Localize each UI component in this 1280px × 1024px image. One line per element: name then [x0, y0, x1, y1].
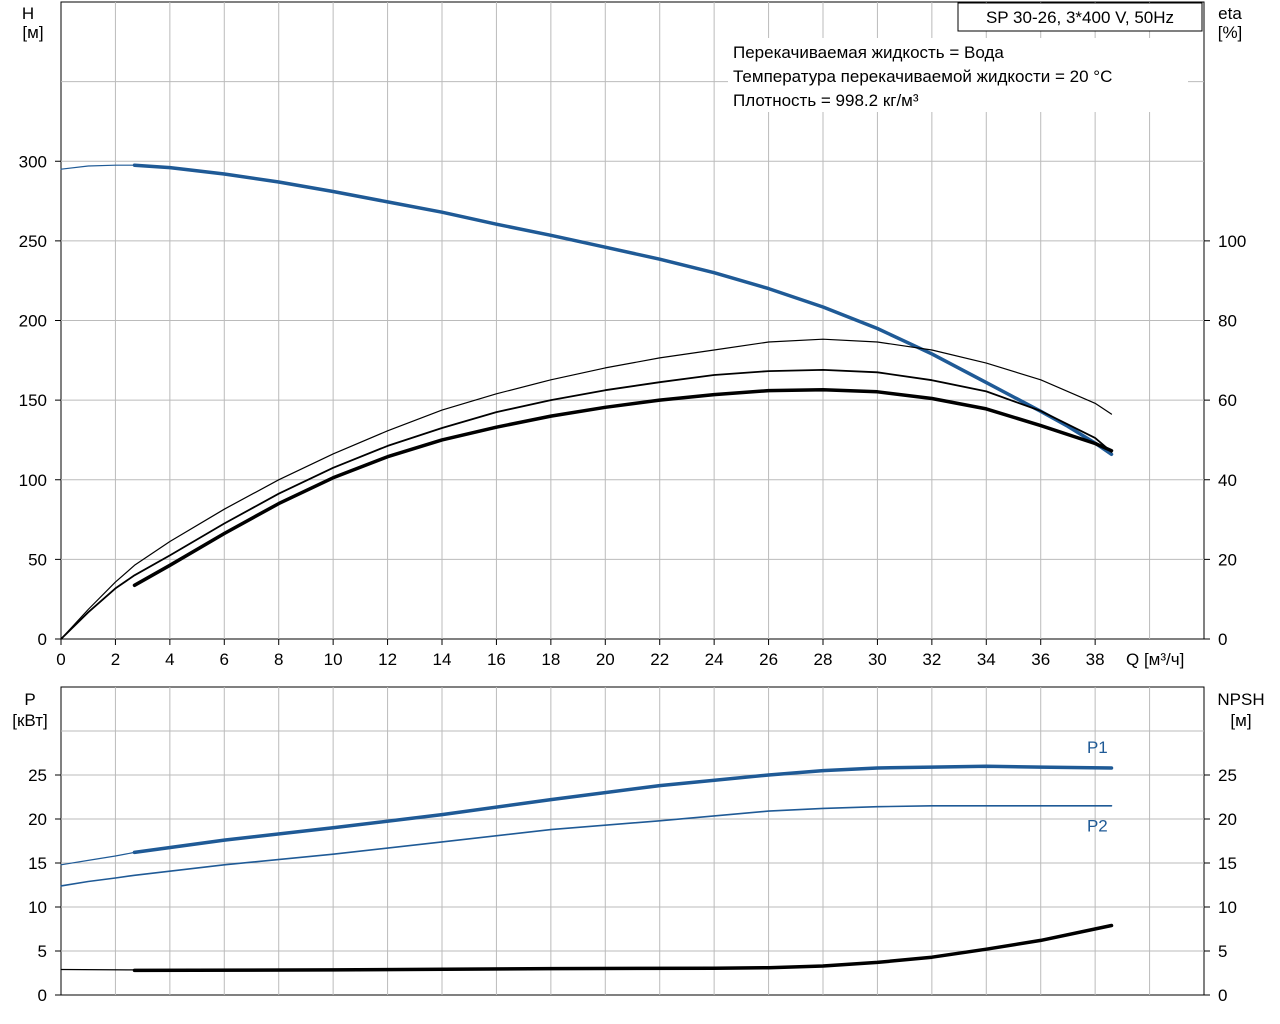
bottom-right-tick-label: 10 [1218, 898, 1237, 917]
info-background [728, 38, 1188, 112]
bottom-left-axis-label-line1: P [24, 690, 35, 709]
top-right-tick-label: 80 [1218, 312, 1237, 331]
bottom-left-tick-label: 10 [28, 898, 47, 917]
top-left-tick-label: 200 [19, 312, 47, 331]
top-left-axis-label-line1: H [22, 4, 34, 23]
bottom-right-axis-label-line2: [м] [1230, 711, 1251, 730]
bottom-left-axis-label-line2: [кВт] [12, 711, 47, 730]
x-tick-label: 22 [650, 650, 669, 669]
bottom-series-line-0 [60, 851, 136, 866]
x-tick-label: 2 [111, 650, 120, 669]
chart-title: SP 30-26, 3*400 V, 50Hz [986, 8, 1174, 27]
top-series-line-0 [60, 164, 136, 170]
x-tick-label: 30 [868, 650, 887, 669]
bottom-series-line-4 [132, 923, 1114, 973]
bottom-series-line-1 [132, 764, 1114, 855]
x-tick-label: 32 [922, 650, 941, 669]
bottom-right-tick-label: 0 [1218, 986, 1227, 1005]
series-label-p1: P1 [1087, 738, 1108, 757]
axis-labels: H [м] eta [%] Q [м³/ч] P [кВт] NPSH [м] [12, 4, 1264, 730]
x-tick-label: 12 [378, 650, 397, 669]
top-series-line-1 [132, 163, 1114, 457]
x-tick-label: 24 [705, 650, 724, 669]
top-right-axis-label-line1: eta [1218, 4, 1242, 23]
top-left-tick-label: 150 [19, 391, 47, 410]
title-box [957, 2, 1203, 32]
bottom-left-tick-label: 15 [28, 854, 47, 873]
x-tick-label: 34 [977, 650, 996, 669]
x-tick-label: 0 [56, 650, 65, 669]
top-left-tick-label: 100 [19, 471, 47, 490]
info-line-density: Плотность = 998.2 кг/м³ [733, 91, 919, 110]
x-tick-label: 4 [165, 650, 174, 669]
bottom-left-tick-label: 20 [28, 810, 47, 829]
top-right-tick-label: 20 [1218, 550, 1237, 569]
top-right-axis-label-line2: [%] [1218, 23, 1243, 42]
bottom-right-tick-label: 5 [1218, 942, 1227, 961]
bottom-plot-frame [60, 686, 1205, 996]
x-tick-label: 28 [814, 650, 833, 669]
x-axis-label: Q [м³/ч] [1126, 650, 1184, 669]
info-line-temperature: Температура перекачиваемой жидкости = 20… [733, 67, 1112, 86]
x-tick-label: 16 [487, 650, 506, 669]
x-tick-label: 14 [433, 650, 452, 669]
top-right-tick-label: 60 [1218, 391, 1237, 410]
bottom-right-tick-label: 15 [1218, 854, 1237, 873]
series-label-p2: P2 [1087, 816, 1108, 835]
top-right-tick-label: 0 [1218, 630, 1227, 649]
x-tick-label: 18 [541, 650, 560, 669]
top-series-line-3 [132, 388, 1114, 588]
top-right-tick-label: 40 [1218, 471, 1237, 490]
top-series-line-4 [60, 338, 1113, 640]
power-npsh-panel: 0 5 10 15 20 25 0 5 10 15 20 25 P1 P2 [28, 686, 1237, 1005]
x-tick-label: 38 [1086, 650, 1105, 669]
top-left-tick-label: 50 [28, 550, 47, 569]
bottom-right-tick-label: 25 [1218, 766, 1237, 785]
info-line-fluid: Перекачиваемая жидкость = Вода [733, 43, 1004, 62]
top-series-line-2 [60, 369, 1113, 640]
x-tick-label: 26 [759, 650, 778, 669]
x-tick-label: 36 [1031, 650, 1050, 669]
top-left-tick-label: 300 [19, 152, 47, 171]
bottom-series-line-2 [60, 805, 1113, 887]
top-left-tick-label: 250 [19, 232, 47, 251]
top-left-axis-label-line2: [м] [22, 23, 43, 42]
top-right-tick-label: 100 [1218, 232, 1246, 251]
x-tick-label: 8 [274, 650, 283, 669]
bottom-right-tick-label: 20 [1218, 810, 1237, 829]
x-tick-label: 6 [220, 650, 229, 669]
bottom-left-tick-label: 0 [38, 986, 47, 1005]
top-left-tick-label: 0 [38, 630, 47, 649]
bottom-left-tick-label: 25 [28, 766, 47, 785]
bottom-right-axis-label-line1: NPSH [1217, 690, 1264, 709]
chart-info: SP 30-26, 3*400 V, 50Hz Перекачиваемая ж… [728, 2, 1203, 112]
bottom-left-tick-label: 5 [38, 942, 47, 961]
x-tick-label: 20 [596, 650, 615, 669]
x-tick-label: 10 [324, 650, 343, 669]
